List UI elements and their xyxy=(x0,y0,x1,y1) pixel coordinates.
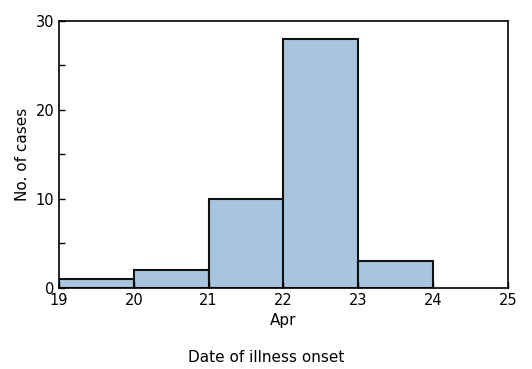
Bar xyxy=(209,199,284,288)
X-axis label: Apr: Apr xyxy=(270,313,297,328)
Y-axis label: No. of cases: No. of cases xyxy=(15,108,30,201)
Bar xyxy=(59,279,134,288)
Bar xyxy=(134,270,209,288)
Bar xyxy=(284,39,358,288)
Bar xyxy=(358,261,433,288)
Text: Date of illness onset: Date of illness onset xyxy=(188,350,344,365)
